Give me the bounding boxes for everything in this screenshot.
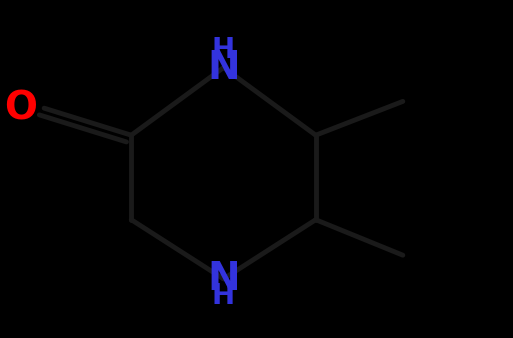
Text: N: N: [207, 260, 240, 298]
Text: N: N: [207, 49, 240, 87]
Text: H: H: [212, 283, 235, 310]
Text: O: O: [5, 89, 37, 127]
Text: H: H: [212, 36, 235, 64]
